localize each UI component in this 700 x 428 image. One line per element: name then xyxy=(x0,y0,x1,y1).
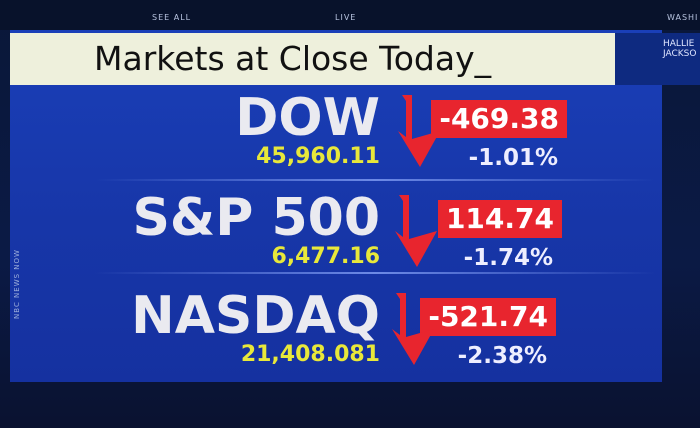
side-label: HALLIE JACKSO xyxy=(663,39,697,59)
see-all[interactable]: SEE ALL xyxy=(152,13,192,22)
down-arrow xyxy=(392,293,434,365)
live[interactable]: LIVE xyxy=(335,13,357,22)
index-value: 45,960.11 xyxy=(256,144,380,169)
location: WASHI xyxy=(667,13,699,22)
top-bar: SEE ALL LIVE WASHI xyxy=(0,0,700,30)
arrow-shape xyxy=(392,293,434,365)
index-name: NASDAQ xyxy=(131,286,380,346)
change-box: 114.74 xyxy=(437,200,562,238)
side-box: HALLIE JACKSO xyxy=(615,33,700,85)
down-arrow xyxy=(398,95,440,167)
index-value: 21,408.081 xyxy=(240,342,380,367)
index-name: S&P 500 xyxy=(132,188,380,248)
arrow-shape xyxy=(398,95,440,167)
percent-change: -1.74% xyxy=(463,245,553,271)
down-arrow xyxy=(395,195,437,267)
title-bar: Markets at Close Today_ xyxy=(10,33,615,85)
change-box: -469.38 xyxy=(431,100,567,138)
change-box: -521.74 xyxy=(420,298,556,336)
network-label: NBC NEWS NOW xyxy=(12,249,21,319)
separator xyxy=(95,179,655,181)
index-value: 6,477.16 xyxy=(271,244,380,269)
title: Markets at Close Today_ xyxy=(94,39,492,78)
index-name: DOW xyxy=(235,88,380,148)
percent-change: -1.01% xyxy=(468,145,558,171)
arrow-shape xyxy=(395,195,437,267)
separator xyxy=(95,272,655,274)
percent-change: -2.38% xyxy=(457,343,547,369)
